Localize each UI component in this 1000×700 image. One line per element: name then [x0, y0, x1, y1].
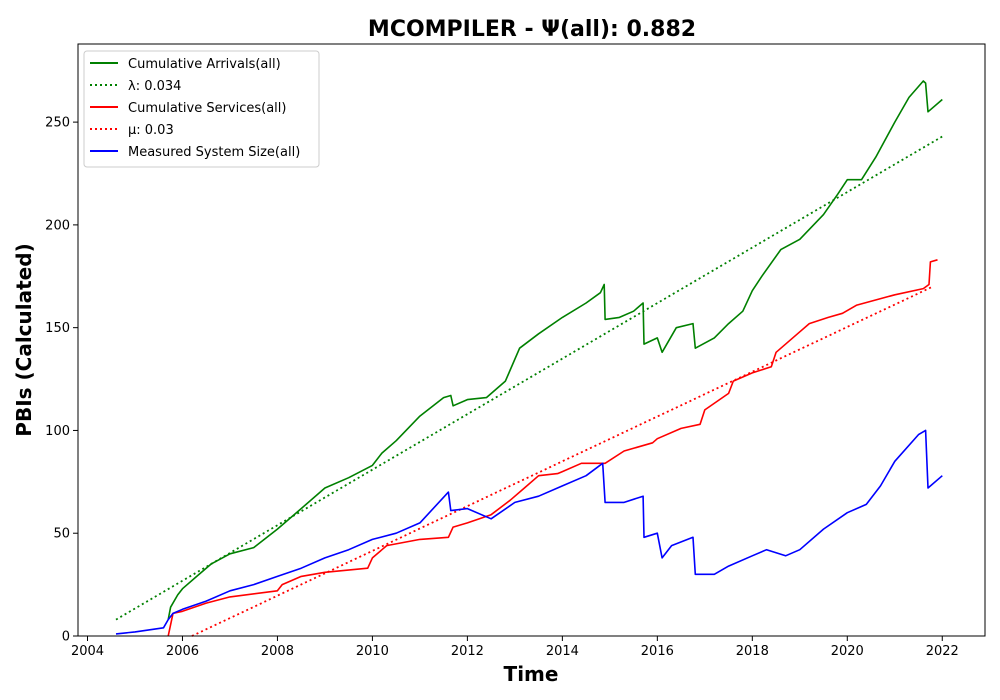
x-tick-label: 2010	[356, 644, 389, 659]
series-line-3	[191, 285, 934, 637]
x-tick-label: 2004	[71, 644, 104, 659]
x-tick-label: 2008	[261, 644, 294, 659]
x-tick-label: 2020	[831, 644, 864, 659]
y-tick-label: 50	[53, 527, 70, 542]
legend-label-2: Cumulative Services(all)	[128, 101, 286, 116]
series-line-4	[115, 429, 943, 635]
legend-label-1: λ: 0.034	[128, 79, 181, 94]
y-tick-label: 200	[45, 218, 70, 233]
x-tick-label: 2014	[546, 644, 579, 659]
x-tick-label: 2006	[166, 644, 199, 659]
axes-layer: 2004 2006 2008 2010 2012 2014 2016 2018 2020 2022…	[45, 43, 986, 659]
legend: Cumulative Arrivals(all) λ: 0.034 Cumulati…	[83, 50, 320, 168]
y-axis-label: PBIs (Calculated)	[12, 243, 36, 436]
legend-box	[83, 50, 320, 168]
y-tick-label: 100	[45, 424, 70, 439]
x-axis-label: Time	[504, 662, 559, 686]
x-tick-label: 2022	[926, 644, 959, 659]
y-tick-label: 0	[62, 630, 70, 645]
x-tick-label: 2018	[736, 644, 769, 659]
x-tick-label: 2016	[641, 644, 674, 659]
series-layer	[115, 80, 943, 637]
plot-frame	[77, 43, 986, 637]
chart-title: MCOMPILER - Ψ(all): 0.882	[368, 17, 696, 42]
x-tick-label: 2012	[451, 644, 484, 659]
legend-label-3: μ: 0.03	[128, 123, 174, 138]
legend-label-4: Measured System Size(all)	[128, 145, 300, 160]
y-tick-label: 150	[45, 321, 70, 336]
series-line-0	[167, 80, 943, 620]
legend-label-0: Cumulative Arrivals(all)	[128, 57, 281, 72]
series-line-2	[167, 259, 938, 637]
y-tick-label: 250	[45, 116, 70, 131]
